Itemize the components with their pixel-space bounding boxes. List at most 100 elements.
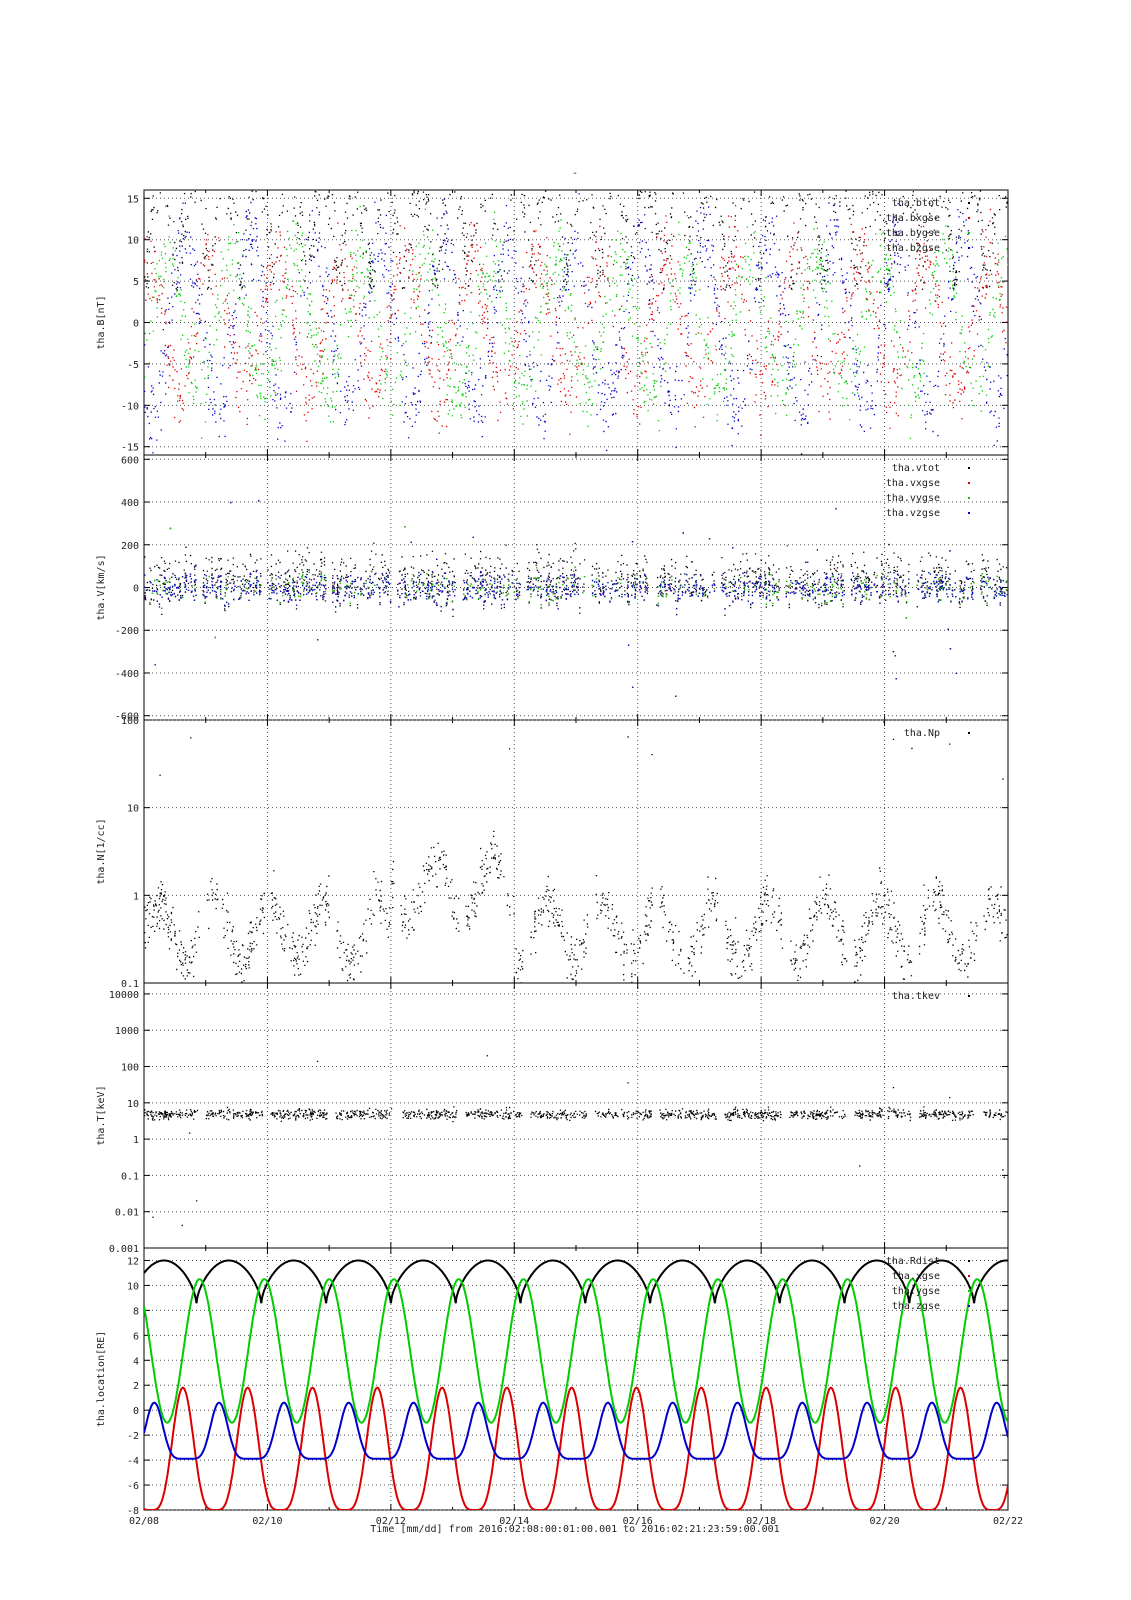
data-points bbox=[144, 193, 1008, 455]
y-tick-label: 1 bbox=[133, 891, 139, 902]
series-tha-xgse bbox=[144, 1386, 1008, 1510]
legend-label: tha.xgse bbox=[892, 1271, 940, 1282]
y-tick-label: -600 bbox=[115, 712, 139, 723]
x-tick-label: 02/20 bbox=[870, 1516, 900, 1527]
series-tha-vygse bbox=[144, 500, 1008, 688]
legend-marker bbox=[968, 202, 970, 204]
y-tick-label: 1 bbox=[133, 1135, 139, 1146]
y-axis-label: tha.N[1/cc] bbox=[96, 818, 107, 884]
series-tha-vzgse bbox=[144, 500, 1008, 697]
series-line bbox=[144, 1401, 1008, 1460]
data-points bbox=[144, 500, 1008, 697]
series-tha-Np bbox=[144, 721, 1008, 983]
plot-area bbox=[144, 500, 1008, 697]
plot-area bbox=[144, 721, 1008, 983]
data-points bbox=[144, 190, 1008, 291]
legend-marker bbox=[968, 497, 970, 499]
x-tick-label: 02/22 bbox=[993, 1516, 1023, 1527]
y-tick-label: 100 bbox=[121, 1063, 139, 1074]
y-axis-label: tha.V[km/s] bbox=[96, 554, 107, 620]
series-line bbox=[144, 1386, 1008, 1510]
y-tick-label: -10 bbox=[121, 401, 139, 412]
y-tick-label: 0.001 bbox=[109, 1244, 139, 1255]
series-tha-btot bbox=[144, 190, 1008, 291]
x-tick-label: 02/16 bbox=[623, 1516, 653, 1527]
data-points bbox=[144, 500, 1008, 688]
legend-label: tha.Rdist bbox=[886, 1256, 940, 1267]
legend-label: tha.bxgse bbox=[886, 213, 940, 224]
legend-marker bbox=[968, 232, 970, 234]
legend-marker bbox=[968, 467, 970, 469]
y-tick-label: 0.1 bbox=[121, 1171, 139, 1182]
panel-1: -15 -10 -5 0 5 10 15 tha.B[nT] tha.btot tha.bxgse… bbox=[96, 189, 1009, 456]
y-tick-label: 5 bbox=[133, 277, 139, 288]
plot-area bbox=[144, 1259, 1008, 1510]
y-axis-label: tha.T[keV] bbox=[96, 1085, 107, 1145]
data-points bbox=[144, 721, 1008, 983]
legend-label: tha.vzgse bbox=[886, 508, 940, 519]
y-tick-label: 0.01 bbox=[115, 1208, 139, 1219]
x-tick-label: 02/18 bbox=[746, 1516, 776, 1527]
y-tick-label: 0 bbox=[133, 1406, 139, 1417]
y-tick-label: 200 bbox=[121, 541, 139, 552]
legend-marker bbox=[968, 1275, 970, 1277]
time-axis: 02/08 02/10 02/12 02/14 02/16 02/18 02/20 02/22 bbox=[129, 1516, 1023, 1527]
series-tha-zgse bbox=[144, 1401, 1008, 1460]
x-tick-label: 02/14 bbox=[499, 1516, 529, 1527]
series-line bbox=[144, 1259, 1008, 1304]
panel-4: 0.001 0.01 0.1 1 10 100 1000 10000 tha.T[keV] tha… bbox=[96, 982, 1009, 1255]
legend-label: tha.bygse bbox=[886, 228, 940, 239]
plot-area bbox=[144, 1055, 1008, 1227]
y-tick-label: 0.1 bbox=[121, 979, 139, 990]
legend-marker bbox=[968, 1290, 970, 1292]
series-tha-ygse bbox=[144, 1278, 1008, 1424]
y-tick-label: 100 bbox=[121, 716, 139, 727]
data-points bbox=[144, 205, 1008, 442]
legend-marker bbox=[968, 732, 970, 734]
legend-label: tha.btot bbox=[892, 198, 940, 209]
legend-label: tha.ygse bbox=[892, 1286, 940, 1297]
y-tick-label: 4 bbox=[133, 1356, 139, 1367]
panels: -15-10-5051015tha.B[nT]tha.btottha.bxgse… bbox=[96, 189, 1009, 1517]
y-tick-label: 2 bbox=[133, 1381, 139, 1392]
legend-label: tha.vtot bbox=[892, 463, 940, 474]
legend-label: tha.vxgse bbox=[886, 478, 940, 489]
y-tick-label: 12 bbox=[127, 1256, 139, 1267]
top-mark: - bbox=[572, 168, 578, 179]
legend-marker bbox=[968, 1260, 970, 1262]
legend-label: tha.zgse bbox=[892, 1301, 940, 1312]
series-tha-tkev bbox=[144, 1055, 1008, 1227]
time-axis-title: Time [mm/dd] from 2016:02:08:00:01:00.00… bbox=[370, 1524, 779, 1535]
panel-3: 0.1 1 10 100 tha.N[1/cc] tha.Np bbox=[96, 716, 1009, 990]
series-tha-Rdist bbox=[144, 1259, 1008, 1304]
y-tick-label: -400 bbox=[115, 669, 139, 680]
y-tick-label: 15 bbox=[127, 194, 139, 205]
x-tick-label: 02/08 bbox=[129, 1516, 159, 1527]
y-tick-label: 10 bbox=[127, 804, 139, 815]
plot-area bbox=[144, 190, 1008, 455]
legend-label: tha.Np bbox=[904, 728, 940, 739]
x-tick-label: 02/10 bbox=[252, 1516, 282, 1527]
panel-frame bbox=[143, 719, 1009, 984]
y-tick-label: 10 bbox=[127, 1281, 139, 1292]
y-tick-label: -5 bbox=[127, 360, 139, 371]
data-points bbox=[144, 1055, 1008, 1227]
legend-marker bbox=[968, 512, 970, 514]
y-tick-label: -4 bbox=[127, 1456, 139, 1467]
series-tha-vtot bbox=[144, 501, 1008, 697]
y-tick-label: 10 bbox=[127, 236, 139, 247]
y-tick-label: 400 bbox=[121, 498, 139, 509]
legend-marker bbox=[968, 247, 970, 249]
legend-marker bbox=[968, 1305, 970, 1307]
y-tick-label: 6 bbox=[133, 1331, 139, 1342]
y-axis-label: tha.B[nT] bbox=[96, 295, 107, 349]
panel-frame bbox=[143, 1247, 1009, 1511]
y-tick-label: 0 bbox=[133, 319, 139, 330]
legend-marker bbox=[968, 482, 970, 484]
series-tha-bxgse bbox=[144, 205, 1008, 442]
y-tick-label: 0 bbox=[133, 584, 139, 595]
x-tick-label: 02/12 bbox=[376, 1516, 406, 1527]
y-tick-label: -200 bbox=[115, 626, 139, 637]
panel-2: -600 -400 -200 0 200 400 600 tha.V[km/s] tha.vto… bbox=[96, 454, 1009, 723]
